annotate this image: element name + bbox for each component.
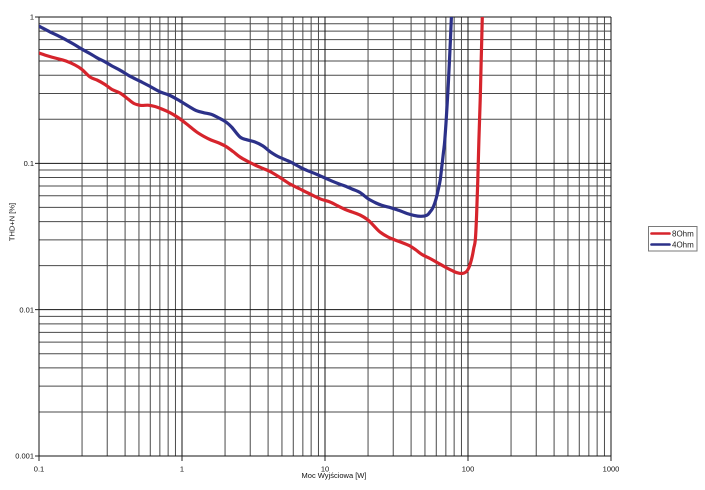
svg-text:THD+N [%]: THD+N [%] [8,203,17,241]
svg-text:0.001: 0.001 [15,452,34,461]
svg-text:0.1: 0.1 [34,464,44,473]
svg-text:1000: 1000 [603,464,620,473]
svg-text:4Ohm: 4Ohm [672,241,694,250]
svg-text:100: 100 [462,464,475,473]
svg-text:8Ohm: 8Ohm [672,230,694,239]
svg-text:0.01: 0.01 [19,305,34,314]
svg-text:Moc Wyjściowa [W]: Moc Wyjściowa [W] [302,471,367,480]
svg-text:10: 10 [321,464,329,473]
svg-text:0.1: 0.1 [24,159,34,168]
svg-text:1: 1 [30,13,34,22]
svg-text:1: 1 [180,464,184,473]
